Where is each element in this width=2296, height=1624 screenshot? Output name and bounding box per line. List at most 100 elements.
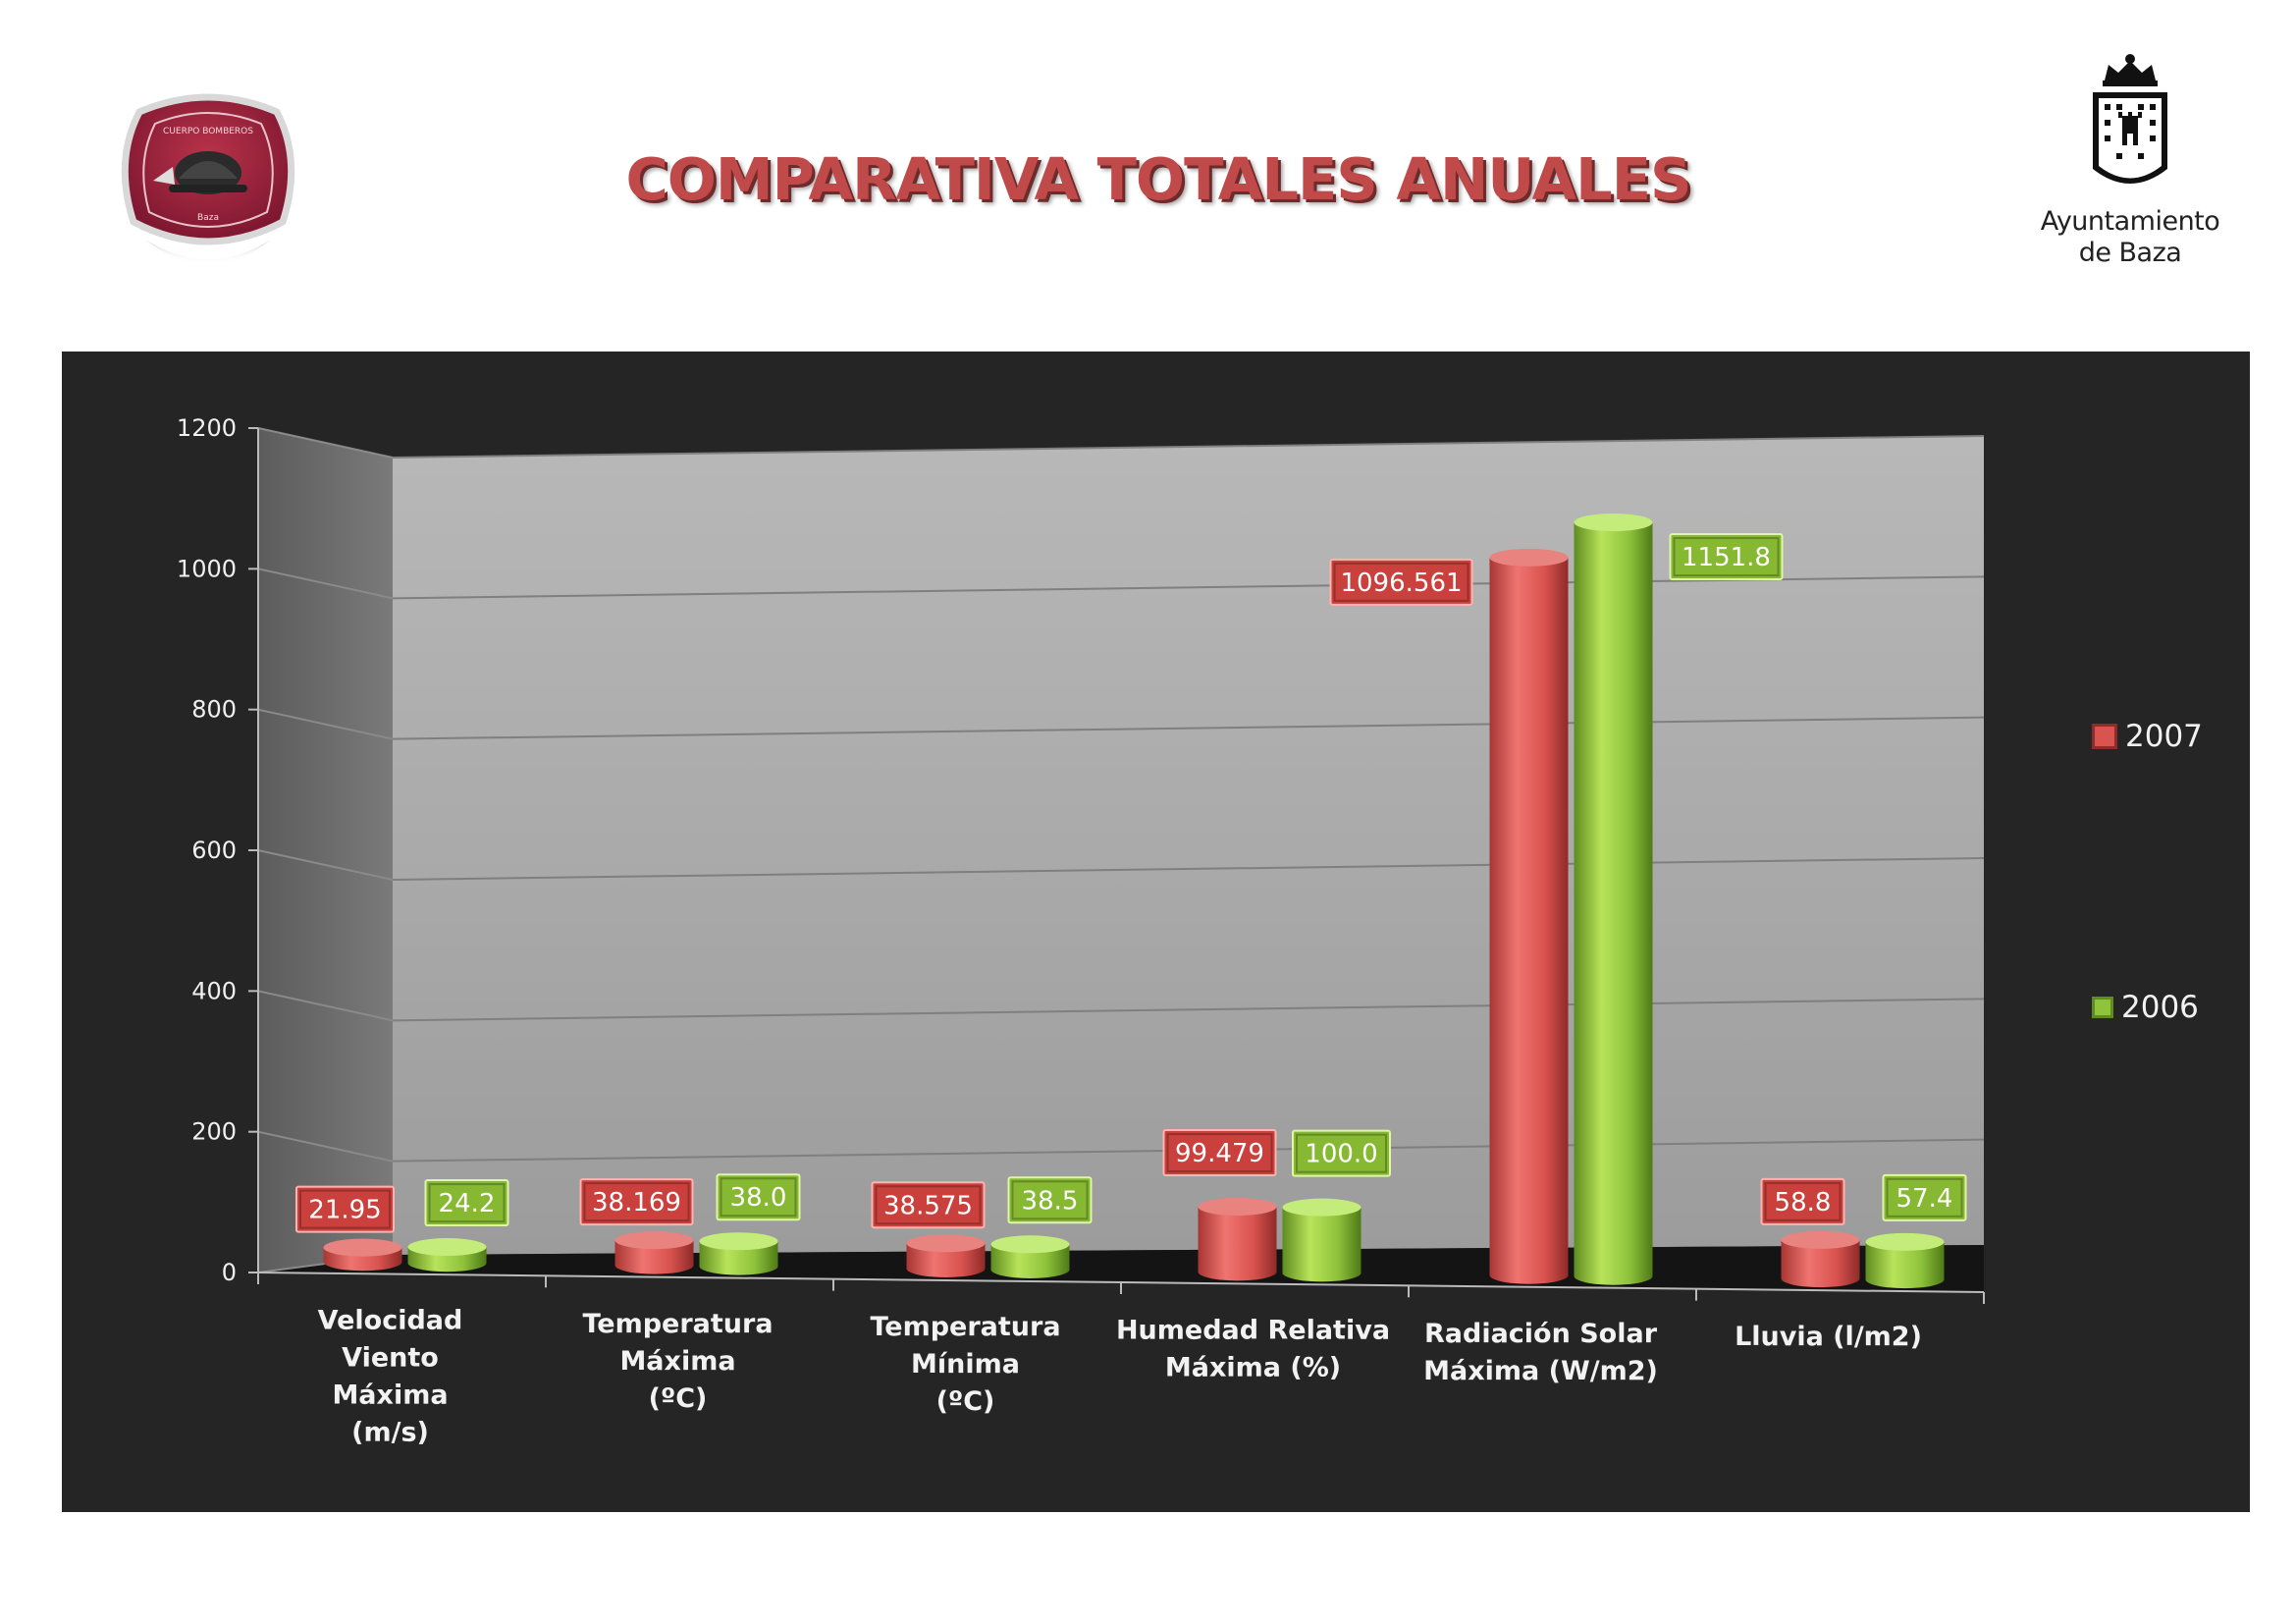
side-wall xyxy=(258,428,393,1272)
y-tick-label: 200 xyxy=(191,1118,237,1146)
y-tick-label: 800 xyxy=(191,696,237,724)
data-label-box-2007-2 xyxy=(871,1181,986,1229)
legend-swatch-2007-icon xyxy=(2092,724,2117,749)
gridline xyxy=(392,998,1985,1022)
bar-top-2006-3 xyxy=(1282,1198,1362,1217)
x-category-label: Temperatura xyxy=(582,1309,773,1339)
bar-2006-1 xyxy=(699,1241,778,1275)
data-label-inner-2007-4 xyxy=(1333,562,1469,602)
coat-of-arms-icon xyxy=(2093,54,2167,184)
gridline-side xyxy=(257,568,394,600)
bar-top-2006-0 xyxy=(407,1238,487,1257)
bar-top-2006-1 xyxy=(699,1232,778,1251)
ayuntamiento-logo: Ayuntamiento de Baza xyxy=(2022,51,2238,277)
bar-top-2007-5 xyxy=(1781,1230,1860,1249)
bar-2006-2 xyxy=(990,1244,1070,1278)
bar-top-2007-2 xyxy=(906,1234,986,1253)
data-label-2006-0: 24.2 xyxy=(439,1189,496,1218)
data-label-2006-2: 38.5 xyxy=(1022,1186,1079,1216)
data-label-box-2007-5 xyxy=(1760,1177,1845,1225)
data-label-box-2006-5 xyxy=(1882,1173,1967,1221)
data-label-box-2006-0 xyxy=(424,1179,509,1227)
bar-top-2006-4 xyxy=(1574,514,1653,532)
ayuntamiento-name: Ayuntamiento xyxy=(2040,206,2220,237)
legend-label-2007: 2007 xyxy=(2125,719,2203,754)
legend-item-2007: 2007 xyxy=(2092,719,2203,754)
data-label-box-2006-3 xyxy=(1292,1129,1391,1177)
bar-2007-4 xyxy=(1489,557,1569,1284)
data-label-2007-5: 58.8 xyxy=(1775,1188,1832,1218)
y-tick-label: 600 xyxy=(191,837,237,864)
data-label-box-2006-4 xyxy=(1669,533,1784,581)
gridline-side xyxy=(257,427,394,459)
bar-top-2006-2 xyxy=(990,1235,1070,1254)
data-label-2007-3: 99.479 xyxy=(1175,1139,1264,1168)
data-label-inner-2007-2 xyxy=(875,1185,982,1225)
bar-2006-5 xyxy=(1865,1241,1945,1289)
data-label-inner-2007-5 xyxy=(1764,1181,1842,1221)
x-category-label: Velocidad xyxy=(318,1306,463,1336)
bar-top-2007-3 xyxy=(1198,1198,1277,1217)
bar-2006-3 xyxy=(1282,1207,1362,1282)
bar-top-2007-4 xyxy=(1489,548,1569,567)
bar-2007-3 xyxy=(1198,1207,1277,1281)
x-category-label: Radiación Solar xyxy=(1424,1319,1658,1349)
gridline-side xyxy=(257,708,394,740)
gridline-side xyxy=(257,849,394,881)
bar-top-2007-0 xyxy=(323,1238,402,1257)
bar-top-2006-5 xyxy=(1865,1232,1945,1251)
gridline-side xyxy=(257,990,394,1022)
legend-swatch-2006-icon xyxy=(2092,997,2113,1018)
data-label-2006-5: 57.4 xyxy=(1896,1184,1953,1214)
data-label-inner-2006-4 xyxy=(1673,537,1780,577)
y-tick-label: 400 xyxy=(191,977,237,1004)
data-label-inner-2006-0 xyxy=(428,1183,506,1223)
x-category-label: (m/s) xyxy=(351,1418,429,1448)
gridline xyxy=(392,857,1985,881)
legend-label-2006: 2006 xyxy=(2121,990,2199,1025)
data-label-inner-2006-3 xyxy=(1296,1133,1387,1173)
data-label-box-2007-1 xyxy=(579,1178,694,1226)
data-label-box-2007-0 xyxy=(295,1185,395,1233)
ayuntamiento-place: de Baza xyxy=(2078,238,2182,268)
x-category-label: Máxima (%) xyxy=(1165,1353,1341,1383)
x-category-label: Lluvia (l/m2) xyxy=(1735,1322,1922,1352)
x-category-label: Temperatura xyxy=(870,1312,1060,1342)
x-category-label: (ºC) xyxy=(649,1383,708,1414)
data-label-inner-2006-2 xyxy=(1011,1180,1089,1220)
x-category-label: Máxima xyxy=(332,1380,448,1411)
data-label-2007-2: 38.575 xyxy=(883,1191,973,1220)
data-label-box-2006-1 xyxy=(716,1173,801,1221)
data-label-inner-2007-0 xyxy=(299,1189,391,1229)
data-label-box-2007-4 xyxy=(1329,558,1473,606)
badge-text-top: CUERPO BOMBEROS xyxy=(163,127,253,136)
data-label-box-2006-2 xyxy=(1007,1176,1093,1224)
data-label-box-2007-3 xyxy=(1162,1129,1277,1177)
bar-2006-4 xyxy=(1574,522,1653,1285)
bar-2007-5 xyxy=(1781,1239,1860,1288)
bar-chart: 0 200 400 600 800 1000 1200 Velocidad Viento Máxi… xyxy=(177,414,1985,1448)
x-category-label: Humedad Relativa xyxy=(1116,1316,1390,1346)
data-label-2007-0: 21.95 xyxy=(308,1196,381,1225)
gridline xyxy=(392,435,1985,459)
data-label-inner-2006-5 xyxy=(1886,1177,1963,1218)
page-title: COMPARATIVA TOTALES ANUALES xyxy=(625,145,1691,213)
data-label-inner-2007-1 xyxy=(583,1182,690,1222)
chart-panel: 0 200 400 600 800 1000 1200 Velocidad Viento Máxi… xyxy=(62,352,2250,1512)
data-label-2007-1: 38.169 xyxy=(592,1188,681,1218)
fire-brigade-badge-icon: CUERPO BOMBEROS Baza xyxy=(110,82,306,289)
data-label-2007-4: 1096.561 xyxy=(1340,568,1462,598)
data-label-2006-3: 100.0 xyxy=(1305,1140,1377,1169)
x-category-label: Máxima (W/m2) xyxy=(1423,1356,1658,1386)
bar-top-2007-1 xyxy=(614,1231,694,1250)
y-tick-label: 1200 xyxy=(177,414,237,442)
x-category-label: Mínima xyxy=(911,1349,1020,1380)
x-category-label: (ºC) xyxy=(936,1386,995,1417)
data-label-2006-1: 38.0 xyxy=(730,1183,787,1213)
bar-2007-2 xyxy=(906,1243,986,1277)
legend-item-2006: 2006 xyxy=(2092,990,2199,1025)
y-tick-label: 0 xyxy=(222,1259,237,1286)
y-tick-label: 1000 xyxy=(177,555,237,582)
bar-2007-1 xyxy=(614,1240,694,1274)
data-label-inner-2007-3 xyxy=(1166,1133,1273,1173)
